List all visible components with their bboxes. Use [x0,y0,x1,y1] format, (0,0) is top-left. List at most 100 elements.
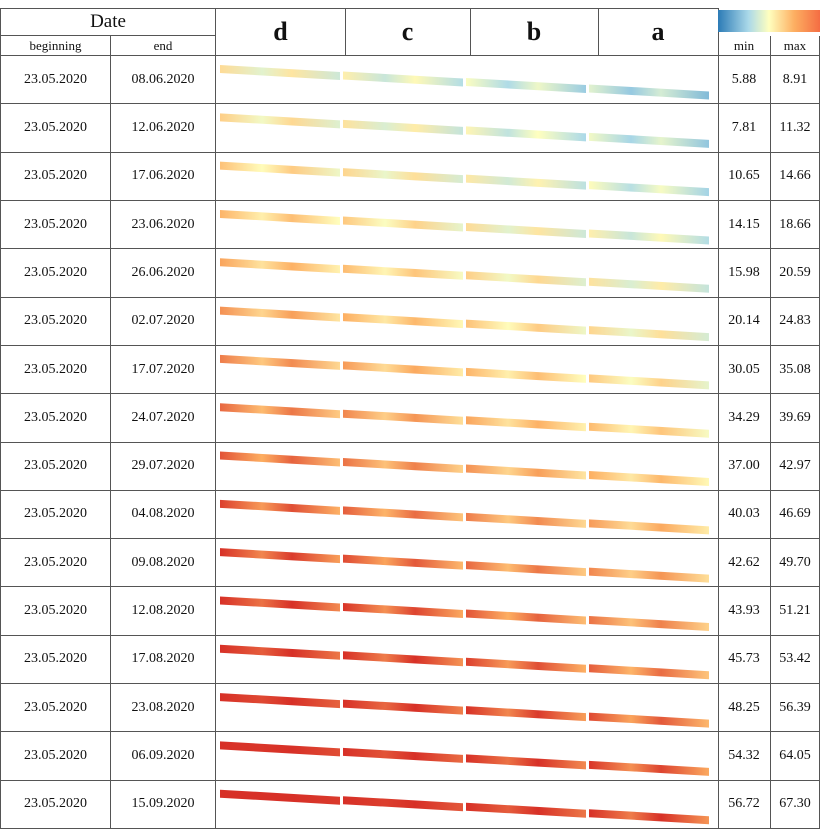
field-strip [466,754,586,770]
field-strip [220,644,340,660]
date-header: Date [0,8,216,36]
end-cell: 23.08.2020 [111,684,216,733]
image-cell [216,635,719,685]
beginning-cell: 23.05.2020 [0,56,111,105]
field-strip [466,609,586,625]
field-strip [466,222,586,238]
end-cell: 12.06.2020 [111,104,216,153]
image-cell [216,345,719,395]
field-strip [220,451,340,467]
field-strip [220,499,340,515]
field-strip [343,168,463,184]
panel-header: d [216,8,346,56]
min-cell: 5.88 [718,56,771,105]
end-cell: 17.06.2020 [111,152,216,201]
field-strip [589,132,709,148]
field-strip [466,802,586,818]
image-cell [216,732,719,781]
end-cell: 12.08.2020 [111,587,216,636]
image-cell [216,442,719,491]
field-strip [343,409,463,425]
min-cell: 7.81 [718,104,771,153]
end-cell: 17.07.2020 [111,345,216,395]
field-strip [589,615,709,631]
image-cell [216,152,719,201]
field-strip [220,741,340,757]
field-strip [589,229,709,245]
beginning-cell: 23.05.2020 [0,539,111,588]
field-strip [589,809,709,825]
end-cell: 29.07.2020 [111,442,216,491]
field-strip [343,651,463,667]
image-cell [216,490,719,540]
beginning-cell: 23.05.2020 [0,200,111,250]
beginning-cell: 23.05.2020 [0,394,111,443]
field-strip [589,84,709,100]
field-strip [220,693,340,709]
field-strip [343,602,463,618]
end-cell: 09.08.2020 [111,539,216,588]
field-strip [589,277,709,293]
min-cell: 14.15 [718,200,771,250]
end-cell: 15.09.2020 [111,780,216,829]
image-cell [216,587,719,636]
min-header: min [718,36,771,56]
beginning-cell: 23.05.2020 [0,297,111,346]
field-strip [220,113,340,129]
field-strip [466,416,586,432]
beginning-cell: 23.05.2020 [0,780,111,829]
beginning-cell: 23.05.2020 [0,684,111,733]
field-strip [343,313,463,329]
field-strip [589,326,709,342]
field-strip [220,789,340,805]
field-strip [220,548,340,564]
beginning-cell: 23.05.2020 [0,587,111,636]
field-strip [343,216,463,232]
field-strip [343,796,463,812]
field-strip [466,706,586,722]
min-cell: 34.29 [718,394,771,443]
field-strip [589,374,709,390]
field-strip [466,464,586,480]
field-strip [220,306,340,322]
beginning-header: beginning [0,36,111,56]
min-cell: 20.14 [718,297,771,346]
min-cell: 10.65 [718,152,771,201]
field-strip [589,712,709,728]
image-cell [216,780,719,829]
min-cell: 45.73 [718,635,771,685]
image-cell [216,249,719,298]
beginning-cell: 23.05.2020 [0,104,111,153]
field-strip [466,512,586,528]
field-strip [343,361,463,377]
min-cell: 43.93 [718,587,771,636]
image-cell [216,684,719,733]
field-strip [343,554,463,570]
beginning-cell: 23.05.2020 [0,635,111,685]
image-cell [216,394,719,443]
min-cell: 40.03 [718,490,771,540]
image-cell [216,104,719,153]
field-strip [220,161,340,177]
field-strip [589,181,709,197]
field-strip [343,458,463,473]
field-strip [589,567,709,583]
min-cell: 42.62 [718,539,771,588]
end-header: end [111,36,216,56]
end-cell: 17.08.2020 [111,635,216,685]
end-cell: 23.06.2020 [111,200,216,250]
field-strip [466,271,586,287]
beginning-cell: 23.05.2020 [0,152,111,201]
min-cell: 30.05 [718,345,771,395]
field-strip [466,319,586,335]
end-cell: 04.08.2020 [111,490,216,540]
field-strip [220,596,340,612]
image-cell [216,200,719,250]
beginning-cell: 23.05.2020 [0,732,111,781]
field-strip [466,174,586,190]
beginning-cell: 23.05.2020 [0,442,111,491]
field-strip [343,699,463,715]
end-cell: 26.06.2020 [111,249,216,298]
